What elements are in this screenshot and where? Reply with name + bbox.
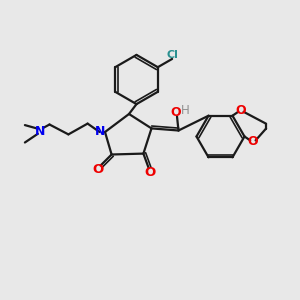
Text: O: O <box>171 106 182 119</box>
Text: N: N <box>94 124 105 138</box>
Text: H: H <box>181 104 190 117</box>
Text: O: O <box>236 104 246 117</box>
Text: O: O <box>145 166 156 179</box>
Text: O: O <box>92 163 103 176</box>
Text: O: O <box>248 135 258 148</box>
Text: Cl: Cl <box>167 50 178 60</box>
Text: N: N <box>35 124 46 138</box>
